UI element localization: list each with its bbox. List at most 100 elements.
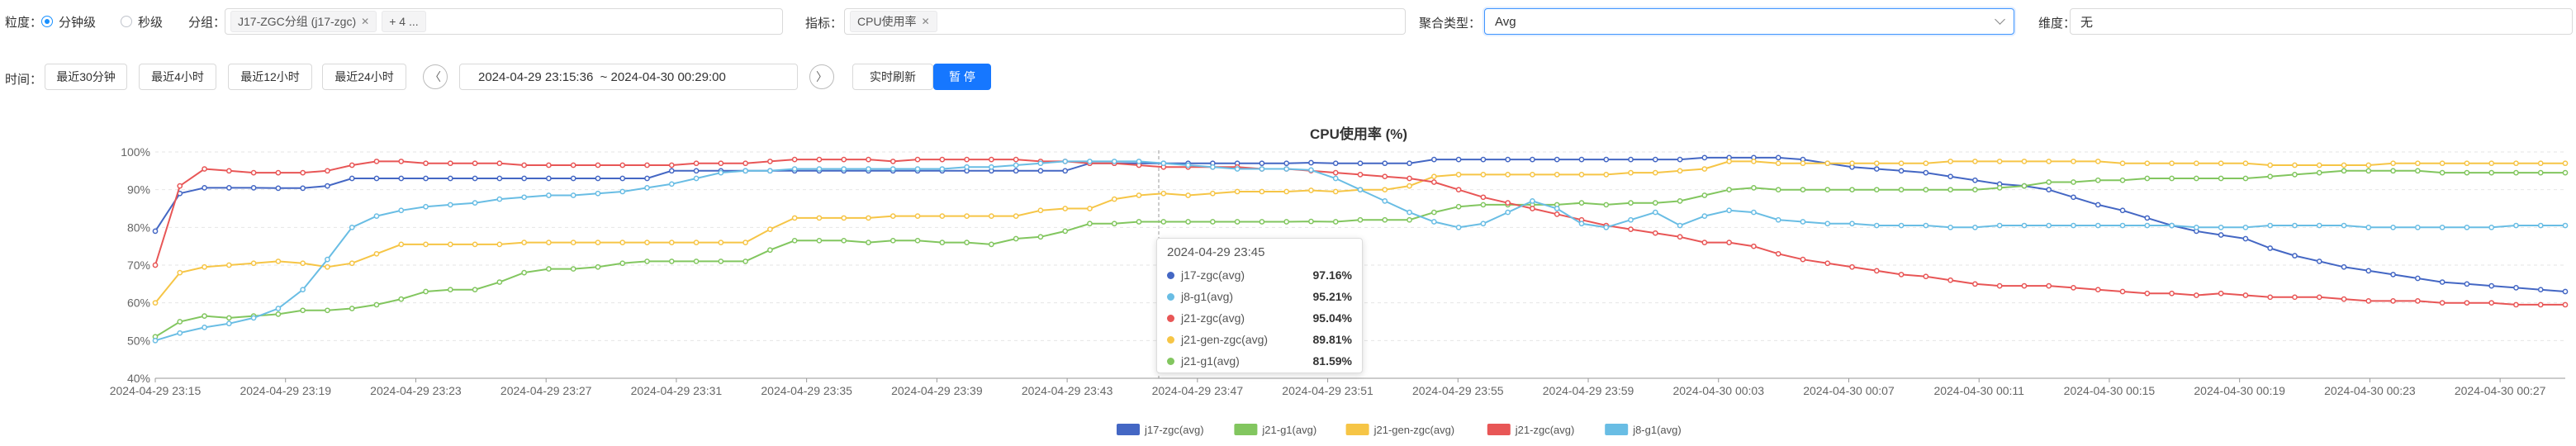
data-point[interactable]: [225, 262, 232, 268]
data-point[interactable]: [2046, 282, 2052, 289]
data-point[interactable]: [2390, 224, 2396, 230]
data-point[interactable]: [841, 237, 847, 244]
data-point[interactable]: [275, 185, 282, 192]
data-point[interactable]: [1382, 198, 1388, 204]
data-point[interactable]: [816, 215, 823, 221]
data-point[interactable]: [275, 169, 282, 176]
data-point[interactable]: [1357, 187, 1364, 193]
data-point[interactable]: [546, 240, 552, 245]
data-point[interactable]: [2537, 301, 2544, 308]
data-point[interactable]: [1357, 172, 1364, 178]
data-point[interactable]: [1332, 160, 1339, 167]
data-point[interactable]: [1677, 156, 1683, 163]
data-point[interactable]: [1332, 188, 1339, 195]
data-point[interactable]: [2464, 281, 2470, 287]
data-point[interactable]: [2316, 169, 2322, 176]
data-point[interactable]: [2021, 183, 2028, 189]
data-point[interactable]: [472, 200, 478, 206]
data-point[interactable]: [2390, 272, 2396, 278]
data-point[interactable]: [791, 166, 798, 172]
data-point[interactable]: [1726, 159, 1732, 164]
data-point[interactable]: [2218, 232, 2224, 238]
data-point[interactable]: [152, 228, 159, 235]
data-point[interactable]: [1603, 202, 1610, 208]
data-point[interactable]: [1530, 156, 1535, 163]
data-point[interactable]: [225, 320, 232, 327]
data-point[interactable]: [718, 240, 724, 245]
data-point[interactable]: [275, 306, 282, 311]
legend-swatch[interactable]: [1117, 424, 1140, 435]
data-point[interactable]: [349, 224, 355, 230]
data-point[interactable]: [1898, 168, 1905, 174]
preset-24h-button[interactable]: 最近24小时: [322, 64, 406, 90]
legend-swatch[interactable]: [1487, 424, 1511, 435]
data-point[interactable]: [373, 159, 380, 164]
data-point[interactable]: [1751, 159, 1757, 164]
data-point[interactable]: [2562, 288, 2569, 295]
data-point[interactable]: [1308, 167, 1314, 173]
data-point[interactable]: [1824, 221, 1831, 227]
data-point[interactable]: [1824, 187, 1831, 193]
data-point[interactable]: [841, 156, 847, 163]
data-point[interactable]: [521, 162, 527, 168]
data-point[interactable]: [1430, 219, 1437, 225]
data-point[interactable]: [1554, 156, 1560, 163]
data-point[interactable]: [2488, 282, 2495, 289]
data-point[interactable]: [2562, 169, 2569, 176]
realtime-refresh-button[interactable]: 实时刷新: [852, 64, 933, 90]
data-point[interactable]: [989, 241, 994, 248]
data-point[interactable]: [300, 169, 306, 176]
data-point[interactable]: [1849, 221, 1855, 227]
data-point[interactable]: [177, 319, 183, 325]
data-point[interactable]: [349, 175, 355, 182]
data-point[interactable]: [2414, 298, 2421, 304]
data-point[interactable]: [939, 166, 946, 172]
data-point[interactable]: [2537, 222, 2544, 229]
data-point[interactable]: [914, 156, 921, 163]
data-point[interactable]: [1480, 156, 1487, 163]
data-point[interactable]: [2218, 290, 2224, 297]
data-point[interactable]: [177, 183, 183, 189]
data-point[interactable]: [816, 237, 823, 244]
data-point[interactable]: [1308, 218, 1314, 225]
data-point[interactable]: [619, 260, 626, 267]
data-point[interactable]: [2365, 224, 2372, 230]
data-point[interactable]: [2365, 268, 2372, 274]
data-point[interactable]: [1332, 219, 1339, 225]
data-point[interactable]: [742, 160, 748, 167]
data-point[interactable]: [1209, 164, 1216, 170]
data-point[interactable]: [1972, 187, 1978, 193]
data-point[interactable]: [2464, 300, 2470, 306]
data-point[interactable]: [2144, 175, 2151, 182]
data-point[interactable]: [1136, 159, 1142, 164]
data-point[interactable]: [2316, 222, 2322, 229]
data-point[interactable]: [1111, 221, 1117, 227]
data-point[interactable]: [693, 175, 700, 182]
data-point[interactable]: [1505, 172, 1511, 178]
data-point[interactable]: [373, 175, 380, 182]
data-point[interactable]: [373, 301, 380, 308]
data-point[interactable]: [2071, 285, 2076, 291]
data-point[interactable]: [2464, 169, 2470, 176]
data-point[interactable]: [2144, 290, 2151, 297]
data-point[interactable]: [619, 188, 626, 195]
data-point[interactable]: [767, 168, 773, 174]
data-point[interactable]: [2414, 275, 2421, 282]
data-point[interactable]: [866, 215, 871, 221]
data-point[interactable]: [1972, 159, 1978, 164]
data-point[interactable]: [1480, 221, 1487, 227]
data-point[interactable]: [791, 215, 798, 221]
data-point[interactable]: [1701, 154, 1708, 161]
data-point[interactable]: [1677, 198, 1683, 204]
data-point[interactable]: [890, 159, 896, 164]
data-point[interactable]: [2169, 175, 2175, 182]
data-point[interactable]: [890, 237, 896, 244]
data-point[interactable]: [890, 213, 896, 219]
data-point[interactable]: [1726, 240, 1732, 245]
data-point[interactable]: [2488, 160, 2495, 167]
data-point[interactable]: [1947, 187, 1953, 193]
data-point[interactable]: [1628, 169, 1634, 176]
data-point[interactable]: [1087, 221, 1093, 227]
data-point[interactable]: [2537, 169, 2544, 176]
data-point[interactable]: [2390, 168, 2396, 174]
